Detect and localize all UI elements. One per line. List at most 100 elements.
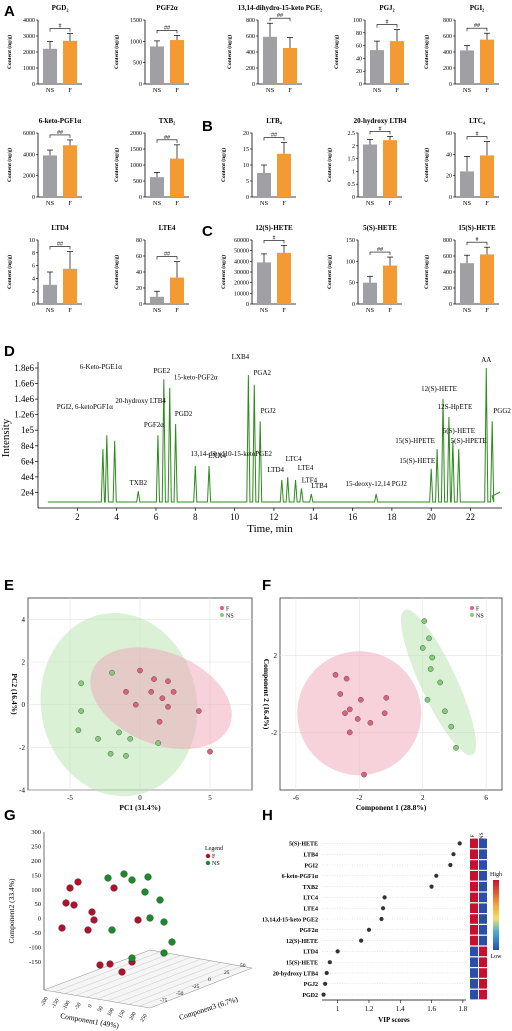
y-tick-label: -100 xyxy=(29,945,41,952)
sig-bracket xyxy=(156,30,178,34)
panel-label-g: G xyxy=(4,807,16,824)
peak-label: PGI2, 6-ketoPGF1α xyxy=(57,403,114,411)
y-axis-title: PC2 (16.4%) xyxy=(10,673,19,715)
category-label: LTC4 xyxy=(303,896,318,902)
vip-panel: 1 1.2 1.4 1.6 1.8 VIP scores 5(S)-HETE LTB4 PGI2… xyxy=(262,832,502,1024)
bar-panel-HETE5: 5(S)-HETE Content (ng/g) 0 50 100 150 NS F ## xyxy=(326,224,402,314)
peak-label: LTE4 xyxy=(298,464,314,472)
bar-ylabel: Content (ng/g) xyxy=(113,148,120,182)
y-tick-label: 1.6e6 xyxy=(14,379,34,389)
x-tick-label: 5 xyxy=(208,794,212,802)
x-tick-label: F xyxy=(388,200,392,207)
panel-label-e: E xyxy=(4,577,14,594)
panel-label-d: D xyxy=(4,343,15,360)
heat-cell-NS xyxy=(479,849,487,859)
bar-f xyxy=(277,252,291,304)
bar-f xyxy=(63,268,77,304)
x-tick-label: F xyxy=(282,200,286,207)
point-NS xyxy=(104,874,112,882)
point-F xyxy=(343,675,350,682)
heat-cell-F xyxy=(470,935,478,946)
peak-label: 12(S)-HETE xyxy=(421,385,457,393)
y-tick-label: 2000 xyxy=(23,50,35,56)
y-tick-label: 100 xyxy=(346,259,355,265)
point-NS xyxy=(141,888,149,896)
y-tick-label: 200 xyxy=(443,66,452,72)
bar-f xyxy=(170,158,184,197)
point-F xyxy=(110,884,118,892)
bar-ylabel: Content (ng/g) xyxy=(6,35,13,69)
legend-marker xyxy=(205,860,211,866)
point-F xyxy=(346,729,353,736)
x-tick-label: 10 xyxy=(230,512,240,522)
y-tick-label: 0 xyxy=(252,82,255,88)
heat-cell-NS xyxy=(479,892,487,903)
x-tick-label: 250 xyxy=(139,1013,148,1023)
bar-f xyxy=(390,41,404,84)
point-NS xyxy=(421,618,428,624)
y-tick-label: 600 xyxy=(443,254,452,260)
chromatogram-trace xyxy=(47,367,501,503)
y-tick-label: 500 xyxy=(133,179,142,185)
x-tick-label: F xyxy=(395,87,399,94)
peak-label: 20-hydroxy LTB4 xyxy=(115,397,166,405)
point-NS xyxy=(156,896,164,904)
x-tick-label: 1 xyxy=(336,1005,340,1013)
bar-ylabel: Content (ng/g) xyxy=(326,255,333,289)
point-NS xyxy=(108,926,116,934)
y-tick-label: 1500 xyxy=(130,18,142,24)
vip-point xyxy=(457,841,462,846)
legend-label: F xyxy=(476,607,480,613)
vip-point xyxy=(379,916,384,922)
bar-panel-hLTB4: 20-hydroxy LTB4 Content (ng/g) 0 0.5 1 1.5 2 2.… xyxy=(326,117,407,207)
y-tick-label: 3000 xyxy=(23,34,35,40)
heat-cell-NS xyxy=(479,925,487,935)
y-tick-label: 150 xyxy=(31,872,41,879)
y-tick-label: 8e4 xyxy=(21,441,34,451)
peak-label: 15(S)-HETE xyxy=(399,457,435,465)
sig-bracket xyxy=(369,131,391,135)
y-tick-label: -150 xyxy=(29,959,41,966)
sig-mark: # xyxy=(476,237,479,243)
bar-f xyxy=(170,277,184,304)
heat-cell-NS xyxy=(479,989,487,1000)
z-tick-label: 0 xyxy=(208,977,211,983)
y-tick-label: 400 xyxy=(246,50,255,56)
legend-label: NS xyxy=(212,861,220,867)
point-F xyxy=(156,718,163,725)
y-tick-label: -50 xyxy=(32,930,41,937)
point-NS xyxy=(128,876,136,884)
legend-title: Legend xyxy=(205,846,223,852)
y-tick-label: 2000 xyxy=(23,174,35,180)
y-tick-label: 0 xyxy=(22,701,26,709)
point-NS xyxy=(78,680,85,687)
bar-title: LTB₄ xyxy=(266,117,282,125)
heat-cell-NS xyxy=(479,881,487,892)
x-tick-label: 8 xyxy=(193,512,198,522)
x-tick-label: NS xyxy=(260,200,269,207)
bar-ns xyxy=(257,173,271,197)
y-tick-label: 4 xyxy=(22,616,26,624)
point-NS xyxy=(426,635,432,642)
point-F xyxy=(358,696,364,703)
sig-bracket xyxy=(376,24,398,28)
x-tick-label: 1.4 xyxy=(396,1005,405,1013)
x-tick-label: NS xyxy=(366,200,375,207)
x-tick-label: F xyxy=(282,307,286,314)
bar-ns xyxy=(460,171,474,197)
y-tick-label: 800 xyxy=(443,238,452,244)
x-tick-label: 6 xyxy=(154,512,159,522)
peak-label: PGG2 xyxy=(493,407,511,415)
x-tick-label: NS xyxy=(463,200,472,207)
heat-cell-F xyxy=(470,925,478,935)
x-axis-title: Time, min xyxy=(247,523,293,535)
y-tick-label: 4000 xyxy=(23,18,35,24)
legend-marker xyxy=(220,613,224,617)
y-tick-label: 0 xyxy=(449,82,452,88)
bar-title: PGJ₂ xyxy=(379,4,394,12)
sig-bracket xyxy=(263,137,285,141)
point-NS xyxy=(453,744,459,751)
heat-cell-NS xyxy=(479,968,487,978)
point-NS xyxy=(116,729,122,736)
